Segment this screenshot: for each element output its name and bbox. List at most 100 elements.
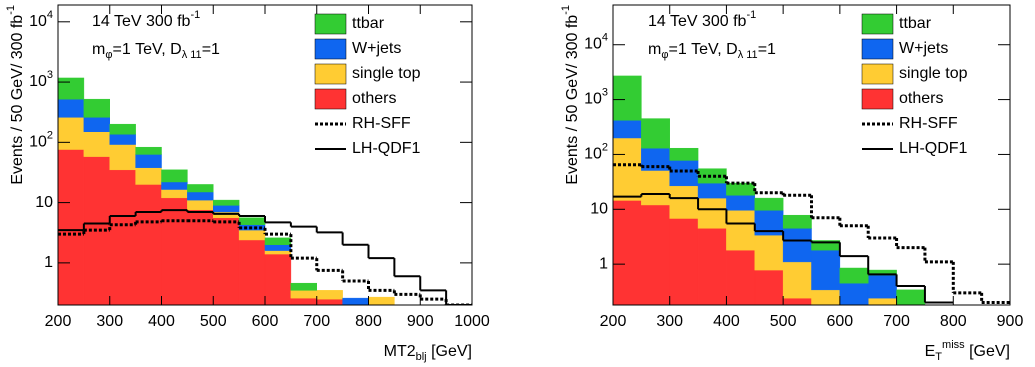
y-tick-label: 1 [599, 255, 608, 272]
legend-label: others [352, 90, 396, 107]
bar [839, 267, 869, 284]
legend-label: W+jets [352, 40, 401, 57]
y-axis-label: Events / 50 GeV/ 300 fb-1 [5, 5, 26, 185]
x-tick-label: 700 [883, 313, 910, 330]
y-tick-label: 10 [35, 194, 53, 211]
bar [669, 147, 699, 161]
bar [669, 160, 699, 187]
bar [641, 147, 670, 171]
bar [316, 290, 343, 300]
annotation-part: =1 TeV, D [668, 41, 737, 58]
bar [58, 77, 85, 100]
annotation: mφ=1 TeV, Dλ 11=1 [92, 41, 220, 61]
bar [238, 239, 266, 305]
bar [839, 282, 869, 305]
y-tick-exp: 3 [602, 86, 608, 98]
y-axis-label-part: Events / 50 GeV/ 300 fb [9, 15, 26, 185]
bar [368, 296, 395, 305]
y-tick-label: 10 [590, 201, 608, 218]
bar [83, 131, 110, 157]
annotation-part: φ [661, 49, 668, 61]
plot-area [58, 77, 472, 305]
legend-swatch [314, 88, 347, 110]
x-axis-label-part: MT2 [384, 343, 416, 360]
y-tick-base: 10 [584, 36, 602, 53]
x-tick-label: 700 [303, 313, 330, 330]
x-tick-label: 600 [252, 313, 279, 330]
y-tick-base: 10 [584, 146, 602, 163]
x-axis-label-part: blj [416, 351, 427, 363]
bar [896, 289, 926, 305]
bar [135, 154, 162, 168]
bar [135, 167, 162, 185]
bar [782, 297, 812, 305]
bar [58, 117, 85, 150]
y-axis-label-part: -1 [560, 5, 572, 15]
bar [264, 253, 292, 305]
bar [316, 298, 343, 305]
bar [83, 98, 110, 118]
legend-label: single top [352, 65, 421, 82]
legend-swatch [861, 38, 894, 60]
y-tick-label: 102 [29, 129, 53, 150]
bar [290, 297, 317, 305]
x-axis-label-part: T [935, 351, 942, 363]
y-tick-base: 10 [29, 73, 47, 90]
x-tick-label: 600 [827, 313, 854, 330]
bar [811, 289, 841, 305]
y-tick-base: 10 [584, 91, 602, 108]
bar [669, 185, 699, 219]
y-tick-base: 10 [29, 134, 47, 151]
legend-swatch [314, 63, 347, 85]
y-tick-label: 104 [29, 9, 53, 30]
x-tick-label: 200 [45, 313, 72, 330]
bar [58, 98, 85, 118]
bar [161, 197, 188, 305]
bar [264, 244, 292, 251]
bar [161, 181, 188, 190]
bar [342, 297, 369, 305]
annotation-part: φ [105, 49, 112, 61]
annotation-part: m [92, 41, 105, 58]
bar [290, 290, 317, 299]
bar [726, 182, 756, 196]
bar [613, 75, 642, 121]
legend-label: LH-QDF1 [352, 140, 421, 157]
legend-swatch [314, 13, 347, 35]
bar [187, 199, 214, 211]
x-tick-label: 1000 [454, 313, 490, 330]
x-axis-label-part: [GeV] [965, 343, 1010, 360]
annotation-part: 14 TeV 300 fb [92, 13, 191, 30]
x-tick-label: 500 [200, 313, 227, 330]
bar [754, 269, 784, 305]
y-tick-label: 103 [584, 86, 608, 107]
y-tick-base: 10 [29, 13, 47, 30]
x-tick-label: 900 [997, 313, 1024, 330]
annotation-part: λ 11 [182, 49, 202, 61]
legend-swatch [861, 63, 894, 85]
bar [187, 184, 214, 193]
y-axis-label: Events / 50 GeV/ 300 fb-1 [560, 5, 581, 185]
legend-swatch [861, 13, 894, 35]
bar [726, 195, 756, 211]
bar [187, 209, 214, 305]
legend-label: LH-QDF1 [899, 140, 968, 157]
x-tick-label: 300 [656, 313, 683, 330]
annotation: 14 TeV 300 fb-1 [92, 9, 200, 30]
bar [135, 184, 162, 305]
legend-label: RH-SFF [899, 115, 958, 132]
x-tick-label: 400 [148, 313, 175, 330]
bar [109, 123, 136, 135]
bar [264, 237, 292, 245]
bar [613, 137, 642, 201]
bar [641, 204, 670, 305]
legend-label: ttbar [899, 15, 932, 32]
bar [697, 197, 727, 229]
bar [83, 117, 110, 132]
bar [161, 189, 188, 199]
bar [867, 297, 897, 305]
bar [58, 149, 85, 305]
annotation-part: -1 [190, 9, 200, 21]
bar [213, 199, 240, 206]
